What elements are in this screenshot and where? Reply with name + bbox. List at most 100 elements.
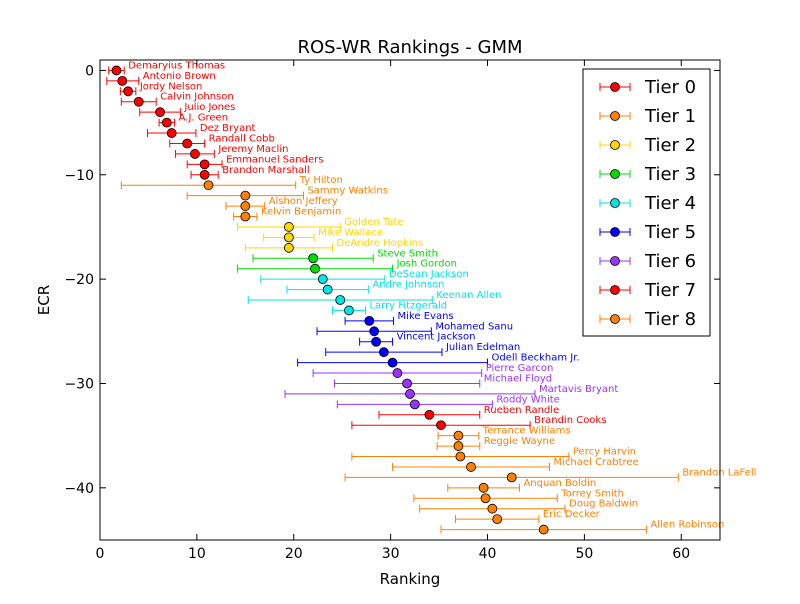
legend-marker (610, 111, 620, 121)
point-label: Larry Fitzgerald (369, 300, 447, 311)
point-marker (335, 295, 346, 305)
legend-item-6: Tier 6 (599, 251, 696, 272)
point-label: Ty Hilton (299, 175, 343, 186)
legend-item-3: Tier 3 (599, 164, 696, 185)
data-point-12: Sammy Watkins (186, 186, 388, 201)
data-point-7: Randall Cobb (169, 133, 275, 149)
data-point-22: Keenan Allen (247, 290, 502, 305)
legend-label: Tier 7 (644, 280, 696, 301)
point-marker (123, 86, 133, 97)
data-point-16: Mike Wallace (263, 227, 383, 243)
y-tick-label: −10 (64, 168, 94, 184)
point-label: Torrey Smith (560, 488, 624, 499)
point-marker (392, 368, 403, 378)
legend-label: Tier 2 (644, 135, 696, 156)
point-label: Odell Beckham Jr. (492, 353, 580, 364)
point-marker (466, 462, 476, 472)
point-marker (310, 263, 320, 274)
legend-item-5: Tier 5 (599, 222, 696, 243)
data-point-28: Odell Beckham Jr. (297, 353, 580, 368)
data-point-10: Brandon Marshall (190, 165, 310, 180)
point-marker (199, 159, 210, 170)
point-label: Jeremy Maclin (217, 144, 288, 155)
point-marker (240, 201, 251, 211)
legend-label: Tier 5 (644, 222, 696, 243)
data-point-21: Andre Johnson (286, 280, 445, 295)
point-marker (387, 357, 398, 368)
data-point-5: A.J. Green (158, 113, 228, 128)
point-label: Allen Robinson (650, 520, 724, 531)
point-label: Terrance Williams (482, 426, 571, 437)
point-marker (240, 211, 251, 222)
point-marker (506, 472, 517, 483)
point-marker (453, 430, 464, 441)
point-label: Rueben Randle (484, 405, 559, 416)
data-point-1: Antonio Brown (106, 71, 216, 86)
legend-item-8: Tier 8 (599, 309, 696, 330)
data-point-4: Julio Jones (139, 102, 235, 118)
point-marker (478, 482, 489, 493)
point-label: Calvin Johnson (160, 92, 234, 103)
point-marker (369, 326, 380, 337)
point-label: Eric Decker (543, 509, 601, 520)
y-tick-label: 0 (85, 63, 94, 79)
legend-label: Tier 3 (644, 164, 696, 185)
x-tick-label: 40 (479, 546, 497, 562)
point-label: Michael Floyd (484, 373, 552, 384)
x-axis-label: Ranking (380, 570, 441, 588)
point-marker (538, 524, 549, 535)
data-point-38: Michael Crabtree (392, 457, 639, 472)
point-marker (182, 138, 193, 149)
point-label: Golden Tate (344, 217, 403, 228)
point-marker (203, 180, 214, 191)
point-label: Roddy White (496, 394, 560, 405)
point-marker (190, 149, 200, 159)
data-point-39: Brandon LaFell (344, 467, 756, 483)
point-marker (480, 493, 491, 504)
plot-frame (99, 59, 721, 541)
data-point-35: Terrance Williams (437, 426, 571, 441)
data-point-25: Mohamed Sanu (316, 321, 513, 337)
legend-label: Tier 0 (644, 77, 696, 98)
point-label: A.J. Green (179, 113, 228, 124)
x-tick-label: 30 (382, 546, 400, 562)
point-label: Michael Crabtree (554, 457, 639, 468)
data-point-3: Calvin Johnson (120, 92, 234, 107)
point-label: Mike Wallace (318, 227, 383, 238)
legend-item-4: Tier 4 (599, 193, 696, 214)
data-point-31: Martavis Bryant (284, 384, 618, 399)
data-point-26: Vincent Jackson (359, 332, 475, 347)
legend: Tier 0 Tier 1 Tier 2 Tier 3 Tier 4 Tier 5 Tier… (582, 68, 711, 337)
legend-marker (610, 314, 620, 324)
data-point-27: Julian Edelman (325, 342, 520, 358)
x-tick-label: 0 (96, 546, 105, 562)
point-label: Randall Cobb (209, 133, 275, 144)
point-label: Anquan Boldin (523, 478, 596, 489)
data-point-18: Steve Smith (252, 248, 438, 264)
data-point-29: Pierre Garcon (312, 363, 553, 378)
data-point-15: Golden Tate (237, 217, 404, 232)
point-marker (308, 253, 319, 264)
data-point-23: Larry Fitzgerald (332, 300, 447, 316)
point-marker (161, 117, 172, 128)
point-marker (111, 65, 122, 76)
point-label: Josh Gordon (396, 259, 457, 270)
data-point-17: DeAndre Hopkins (244, 238, 423, 253)
y-tick-label: −30 (64, 376, 94, 392)
point-label: Julio Jones (183, 102, 235, 113)
x-tick-label: 20 (285, 546, 303, 562)
point-label: Sammy Watkins (307, 186, 387, 197)
data-point-14: Kelvin Benjamin (233, 207, 341, 222)
y-axis-label: ECR (35, 285, 53, 315)
y-tick-label: −40 (64, 481, 94, 497)
legend-marker (610, 82, 620, 92)
data-point-20: DeSean Jackson (260, 269, 469, 285)
point-label: Demaryius Thomas (128, 60, 225, 71)
point-marker (117, 75, 128, 86)
point-label: Doug Baldwin (569, 499, 638, 510)
point-label: Martavis Bryant (539, 384, 618, 395)
point-marker (492, 514, 503, 525)
